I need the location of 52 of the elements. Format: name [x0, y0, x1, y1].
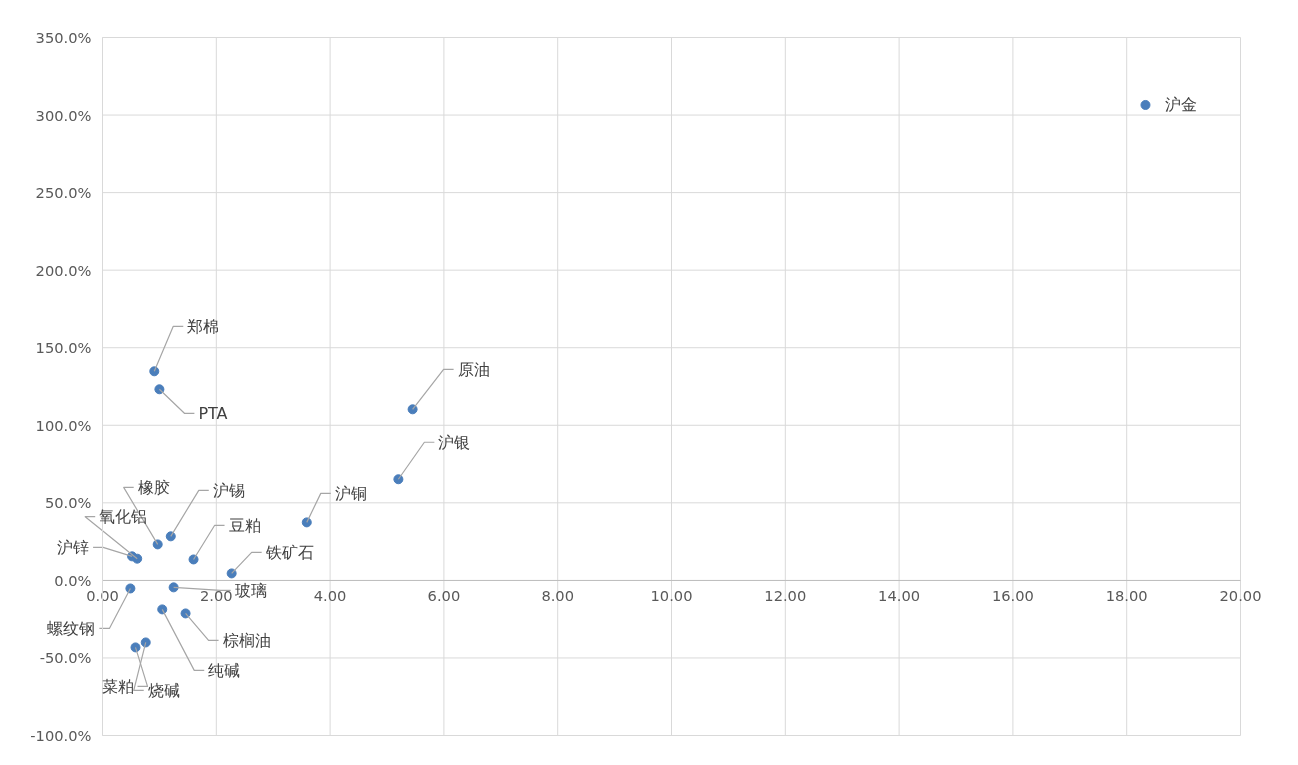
x-tick-label: 16.00 — [991, 587, 1034, 605]
point — [407, 404, 418, 415]
y-tick-label: 350.0% — [35, 29, 92, 46]
y-tick-label: 150.0% — [35, 339, 92, 357]
annotation: 氧化铝 — [99, 507, 148, 527]
y-tick-label: 50.0% — [44, 494, 92, 512]
x-tick-label: 20.00 — [1219, 587, 1262, 605]
annotation: 沪锡 — [212, 480, 245, 500]
point — [152, 539, 163, 550]
x-tick-label: 18.00 — [1105, 587, 1148, 605]
point — [301, 517, 312, 528]
x-tick-label: 12.00 — [764, 587, 807, 605]
x-tick-label: 8.00 — [541, 587, 575, 605]
x-tick-label: 4.00 — [313, 587, 347, 605]
x-tick-label: 6.00 — [427, 587, 461, 605]
annotation: 沪铜 — [334, 483, 367, 503]
annotation: 沪锌 — [57, 537, 90, 557]
y-tick-label: 100.0% — [35, 416, 92, 434]
point — [130, 642, 141, 653]
point — [226, 568, 237, 579]
annotation: PTA — [198, 403, 228, 423]
x-tick-label: 2.00 — [199, 587, 233, 605]
y-tick-label: -50.0% — [39, 649, 92, 667]
annotation: 铁矿石 — [264, 542, 314, 562]
point — [1140, 99, 1151, 110]
annotation: 纯碱 — [208, 660, 241, 680]
annotation: 郑棉 — [187, 316, 220, 336]
annotation: 豆粕 — [228, 515, 261, 535]
annotation: 菜粕 — [101, 676, 134, 696]
y-tick-label: -100.0% — [30, 727, 92, 744]
y-tick-label: 300.0% — [35, 106, 92, 124]
x-tick-label: 14.00 — [878, 587, 921, 605]
point — [165, 531, 176, 542]
point — [393, 474, 404, 485]
annotation: 橡胶 — [137, 477, 170, 497]
point — [168, 582, 179, 593]
annotation: 螺纹钢 — [47, 618, 96, 638]
annotation: 玻璃 — [234, 580, 267, 600]
annotation: 沪银 — [438, 432, 471, 452]
y-tick-label: 0.0% — [54, 571, 92, 589]
annotation: 烧碱 — [147, 680, 180, 700]
point — [180, 608, 191, 619]
point — [149, 366, 160, 377]
annotation: 原油 — [457, 359, 490, 379]
x-tick-label: 10.00 — [650, 587, 693, 605]
point — [188, 554, 199, 565]
point — [157, 604, 168, 615]
point — [140, 637, 151, 648]
y-tick-label: 250.0% — [35, 184, 92, 202]
annotation: 沪金 — [1165, 95, 1198, 115]
y-tick-label: 200.0% — [35, 261, 92, 279]
annotation: 棕榈油 — [222, 630, 271, 650]
